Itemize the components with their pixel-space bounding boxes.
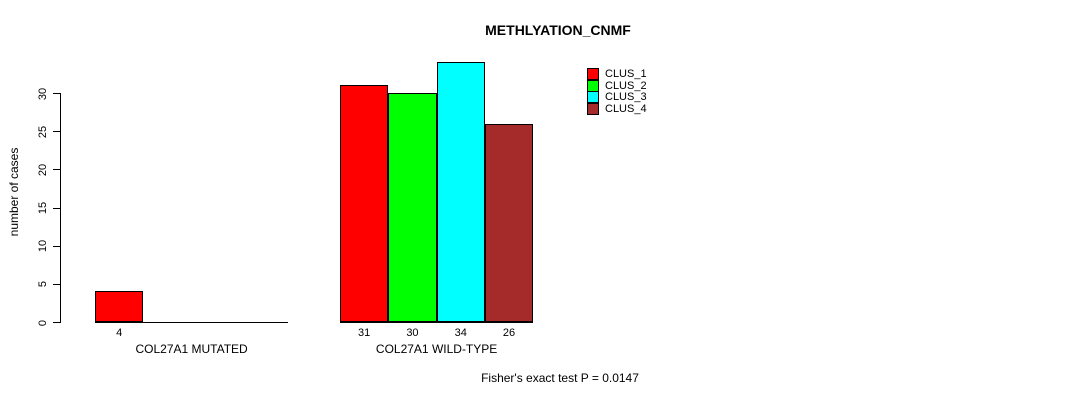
legend-entry-clus_3: CLUS_3 [587,91,647,104]
stat-annotation: Fisher's exact test P = 0.0147 [481,371,639,385]
bar-value-label: 30 [406,327,419,339]
bar-clus_3 [436,62,485,322]
legend-label: CLUS_1 [605,68,647,80]
legend-swatch-icon [587,68,599,80]
chart-title: METHLYATION_CNMF [485,22,631,38]
legend-entry-clus_1: CLUS_1 [587,68,647,80]
bar-value-label: 26 [502,327,516,339]
group-label: COL27A1 MUTATED [135,342,248,356]
y-tick-mark [53,322,60,323]
legend-entry-clus_2: CLUS_2 [587,79,647,92]
y-tick-label: 30 [37,87,49,100]
y-axis-label: number of cases [7,147,21,237]
group-label: COL27A1 WILD-TYPE [375,342,498,356]
y-tick-label: 20 [37,163,49,176]
legend-swatch-icon [587,91,599,104]
legend-swatch-icon [587,102,599,115]
y-tick-mark [53,245,60,247]
bar-clus_1 [95,291,144,322]
bar-value-label: 4 [116,327,123,339]
y-tick-label: 5 [37,281,49,288]
legend-label: CLUS_3 [605,91,647,104]
y-tick-label: 25 [37,125,49,138]
legend-label: CLUS_2 [605,79,647,92]
legend-label: CLUS_4 [605,102,647,115]
bar-value-label: 34 [454,327,467,339]
legend-entry-clus_4: CLUS_4 [587,102,647,115]
bar-clus_1 [340,85,389,322]
y-tick-mark [53,169,60,171]
y-tick-label: 10 [37,240,49,253]
bar-value-label: 31 [358,327,371,339]
legend-swatch-icon [587,79,599,92]
y-axis-line [60,93,61,323]
bar-clus_2 [388,93,437,322]
y-tick-label: 0 [37,319,49,326]
y-tick-mark [53,207,60,209]
group-baseline [340,322,534,323]
y-tick-label: 15 [37,201,49,215]
group-baseline [95,322,289,323]
bar-clus_4 [484,123,534,322]
y-tick-mark [53,283,60,285]
y-tick-mark [53,93,60,94]
y-tick-mark [53,131,60,133]
